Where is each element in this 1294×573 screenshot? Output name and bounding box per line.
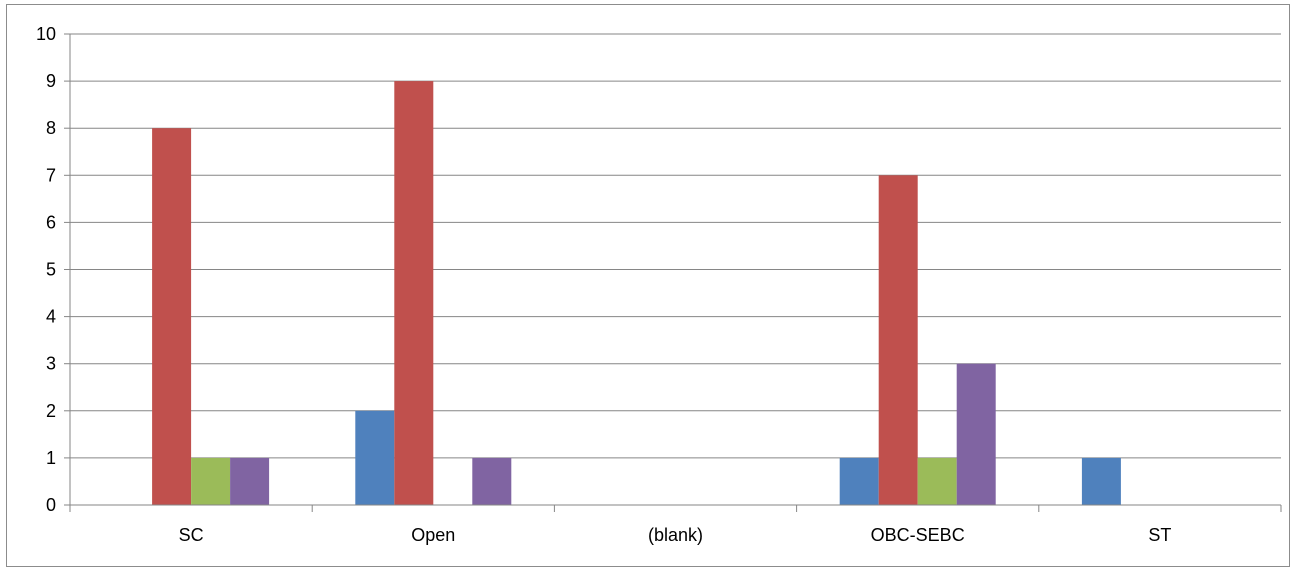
x-tick-label: Open [411,525,455,545]
y-tick-label: 9 [46,71,56,91]
x-tick-label: SC [179,525,204,545]
bar-open-series-2 [394,81,434,505]
y-tick-label: 10 [36,24,56,44]
y-tick-label: 3 [46,354,56,374]
x-tick-label: OBC-SEBC [871,525,965,545]
bar-obc-sebc-series-2 [878,175,918,506]
gridlines [70,33,1281,459]
bar-open-series-1 [355,410,395,505]
y-tick-label: 1 [46,448,56,468]
y-tick-labels: 0 1 2 3 4 5 6 7 8 9 10 [36,24,56,515]
y-tick-label: 6 [46,212,56,232]
bar-sc-series-3 [191,457,231,505]
bar-obc-sebc-series-1 [839,457,879,505]
bar-chart: 0 1 2 3 4 5 6 7 8 9 10 SC Open (blank) OBC-SEBC ST [36,24,1282,545]
x-tick-label: (blank) [648,525,703,545]
y-tick-label: 0 [46,495,56,515]
y-tick-label: 4 [46,307,56,327]
bars [152,81,1121,506]
x-tick-label: ST [1148,525,1171,545]
bar-sc-series-2 [152,128,192,505]
x-tick-labels: SC Open (blank) OBC-SEBC ST [179,525,1172,545]
bar-obc-sebc-series-4 [956,363,996,505]
bar-sc-series-4 [230,457,270,505]
chart-frame: 0 1 2 3 4 5 6 7 8 9 10 SC Open (blank) OBC-SEBC ST [6,4,1290,567]
y-tick-label: 2 [46,401,56,421]
y-tick-label: 5 [46,260,56,280]
bar-open-series-4 [472,457,512,505]
y-tick-label: 8 [46,118,56,138]
axes [64,33,1282,512]
y-tick-label: 7 [46,165,56,185]
bar-obc-sebc-series-3 [917,457,957,505]
bar-st-series-1 [1081,457,1121,505]
